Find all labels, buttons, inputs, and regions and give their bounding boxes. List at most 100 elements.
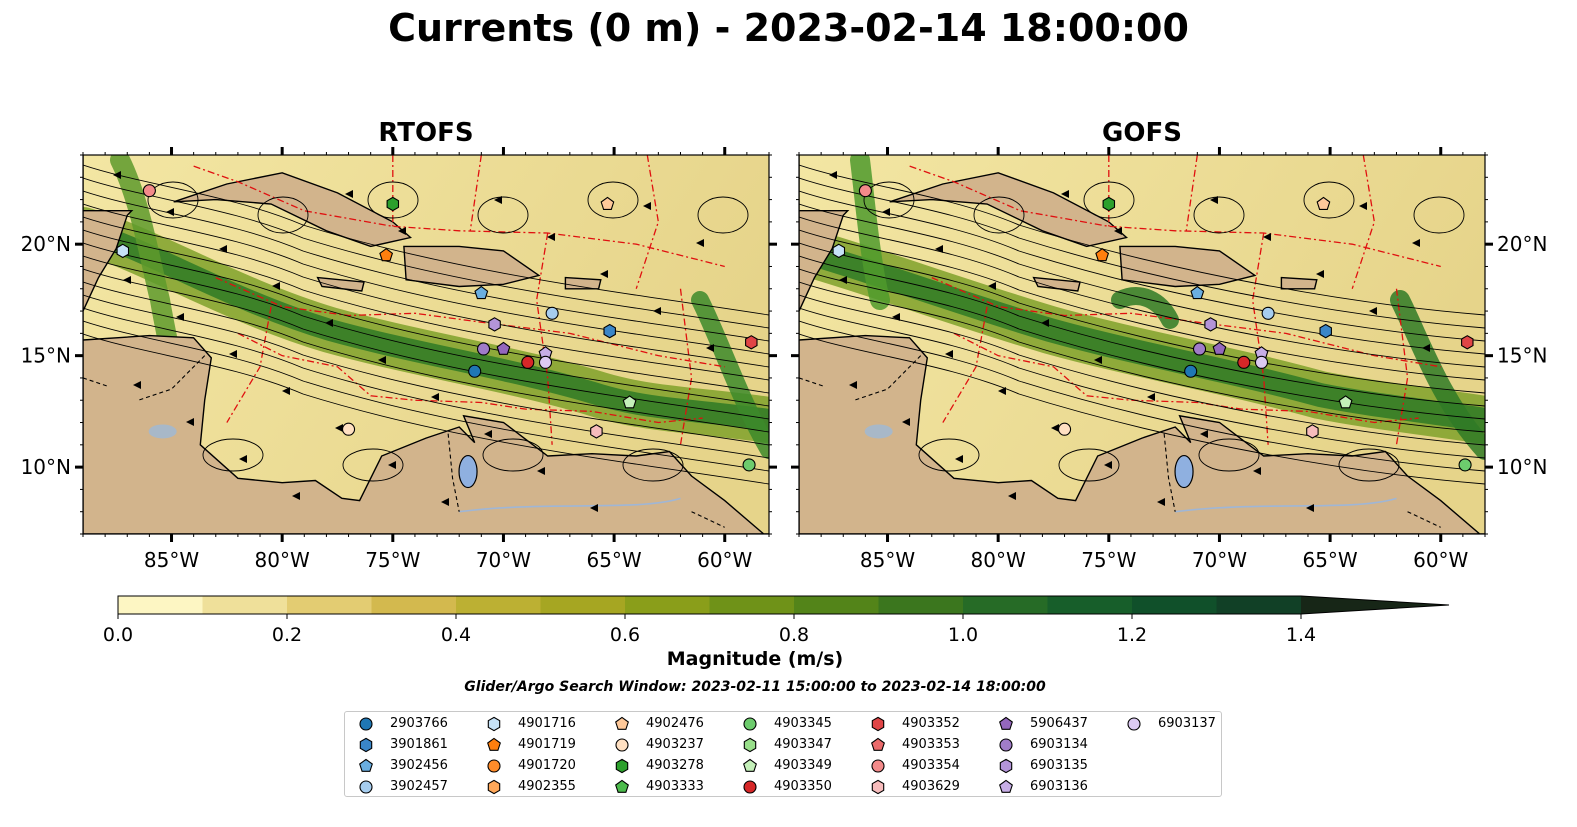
- legend-marker: [999, 716, 1013, 730]
- legend-marker: [743, 780, 757, 794]
- hexagon-marker-icon: [615, 758, 629, 774]
- float-marker-4903349: [1338, 395, 1353, 409]
- land-mass: [799, 334, 1485, 534]
- y-tick-label: 10°N: [1497, 455, 1547, 479]
- streamline: [83, 281, 769, 433]
- x-tick-label: 60°W: [697, 548, 752, 572]
- streamline: [477, 196, 529, 234]
- pentagon-marker-icon: [615, 716, 629, 730]
- legend-marker: [615, 779, 629, 793]
- float-marker-4903352: [1461, 335, 1474, 350]
- streamline-arrow: [849, 381, 857, 389]
- streamline-arrow: [1157, 498, 1165, 506]
- streamline-arrow: [547, 233, 555, 241]
- pentagon-marker-icon: [999, 716, 1013, 730]
- streamline-arrow: [186, 418, 194, 426]
- float-marker-3902457: [545, 306, 559, 320]
- land-mass: [1032, 276, 1081, 292]
- legend-marker: [743, 758, 757, 772]
- border-line: [1407, 511, 1441, 528]
- streamline-arrow: [1104, 461, 1112, 469]
- float-marker-4903354: [142, 184, 156, 198]
- legend-label: 4903347: [774, 737, 832, 752]
- streamline: [799, 216, 1485, 368]
- float-marker-4903237: [1057, 422, 1072, 436]
- streamline-arrow: [1094, 356, 1102, 364]
- colorbar-tick-label: 1.4: [1286, 624, 1316, 646]
- float-marker-4903629: [1306, 424, 1319, 439]
- streamline: [83, 268, 769, 420]
- eez-boundary: [909, 165, 1441, 268]
- streamline-arrow: [1369, 307, 1377, 315]
- legend-label: 4903278: [646, 758, 704, 773]
- streamline-arrow: [1051, 424, 1059, 432]
- streamline-arrow: [1316, 270, 1324, 278]
- float-marker-3901861: [603, 323, 616, 339]
- colorbar-segment: [118, 596, 203, 614]
- float-marker-4901719: [379, 248, 394, 262]
- legend-label: 4903354: [902, 758, 960, 773]
- streamline: [799, 333, 1485, 485]
- streamline-arrow: [839, 276, 847, 284]
- eez-boundary: [469, 155, 482, 231]
- legend-marker: [359, 758, 373, 772]
- streamline-arrow: [902, 418, 910, 426]
- x-tick-label: 60°W: [1413, 548, 1468, 572]
- x-tick-label: 65°W: [586, 548, 641, 572]
- legend-label: 2903766: [390, 716, 448, 731]
- streamline: [799, 177, 1485, 329]
- current-jet-band: [799, 238, 1485, 432]
- streamline: [147, 181, 199, 219]
- streamline-arrow: [892, 313, 900, 321]
- float-marker-4903629: [590, 424, 603, 439]
- streamline-arrow: [113, 171, 121, 179]
- lake-nicaragua: [148, 424, 177, 439]
- float-marker-5906437: [1212, 341, 1227, 355]
- streamline: [83, 216, 769, 368]
- eez-boundary: [1395, 288, 1409, 445]
- streamline: [863, 181, 915, 219]
- float-marker-4901716: [116, 243, 130, 259]
- streamline: [83, 190, 769, 342]
- y-tick-label: 10°N: [21, 455, 71, 479]
- legend-label: 4903333: [646, 779, 704, 794]
- hexagon-marker-icon: [871, 779, 885, 795]
- colorbar-tick-label: 1.2: [1117, 624, 1147, 646]
- float-marker-4902476: [600, 196, 615, 210]
- streamline-arrow: [653, 307, 661, 315]
- colorbar-segment: [963, 596, 1048, 614]
- streamline-arrow: [123, 276, 131, 284]
- streamline-arrow: [706, 344, 714, 352]
- legend-marker: [999, 779, 1013, 793]
- float-marker-2903766: [1184, 364, 1198, 378]
- circle-marker-icon: [743, 717, 757, 731]
- float-legend: 2903766 3901861 3902456 3902457 4901716 49017…: [344, 711, 1222, 797]
- streamline: [799, 307, 1485, 459]
- colorbar-segment: [456, 596, 541, 614]
- current-jet-band: [850, 155, 890, 310]
- legend-label: 6903137: [1158, 716, 1216, 731]
- streamline-arrow: [1041, 319, 1049, 327]
- float-marker-3901861: [1319, 323, 1332, 339]
- colorbar-segment: [625, 596, 710, 614]
- streamline-arrow: [325, 319, 333, 327]
- float-marker-4903345: [742, 458, 756, 472]
- legend-label: 3902456: [390, 758, 448, 773]
- legend-marker: [359, 737, 373, 753]
- x-tick-label: 85°W: [860, 548, 915, 572]
- legend-marker: [615, 758, 629, 774]
- legend-label: 4901716: [518, 716, 576, 731]
- streamline-arrow: [484, 430, 492, 438]
- streamline-arrow: [955, 455, 963, 463]
- legend-label: 6903136: [1030, 779, 1088, 794]
- circle-marker-icon: [359, 717, 373, 731]
- y-tick-label: 20°N: [1497, 232, 1547, 256]
- streamline-arrow: [537, 467, 545, 475]
- float-marker-6903134: [1192, 342, 1207, 356]
- pentagon-marker-icon: [487, 737, 501, 751]
- streamline-arrow: [335, 424, 343, 432]
- streamline-arrow: [345, 190, 353, 198]
- x-tick-label: 80°W: [971, 548, 1026, 572]
- float-marker-6903135: [488, 317, 501, 332]
